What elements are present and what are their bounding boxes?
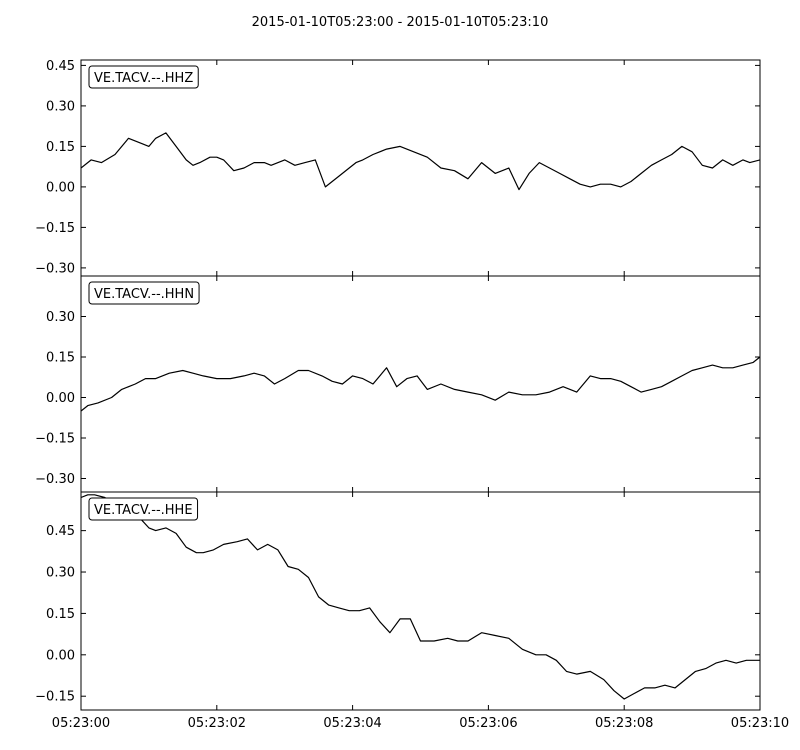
x-tick-label: 05:23:00	[52, 716, 110, 731]
x-tick-label: 05:23:02	[188, 716, 246, 731]
y-tick-label: 0.30	[46, 99, 75, 114]
trace-label: VE.TACV.--.HHE	[88, 497, 199, 521]
trace-line	[81, 132, 760, 191]
trace-label: VE.TACV.--.HHN	[88, 281, 200, 305]
panel-frame	[80, 59, 761, 277]
y-tick-label: −0.15	[35, 690, 75, 705]
trace-line	[81, 494, 760, 700]
trace-label-box	[88, 281, 200, 305]
trace-label-text: VE.TACV.--.HHE	[94, 503, 193, 518]
trace-panel-2: 0.30 0.15 0.00 −0.15 −0.30 VE.TACV.--.HHN	[35, 275, 761, 493]
y-tick-label: 0.15	[46, 351, 75, 366]
y-tick-label: 0.30	[46, 310, 75, 325]
time-axis: 05:23:00 05:23:02 05:23:04 05:23:06 05:23:08…	[52, 716, 789, 731]
y-tick-label: −0.15	[35, 432, 75, 447]
trace-line	[81, 356, 760, 412]
y-tick-label: 0.30	[46, 566, 75, 581]
trace-label: VE.TACV.--.HHZ	[88, 65, 199, 89]
y-tick-label: 0.45	[46, 59, 75, 74]
x-tick-label: 05:23:06	[459, 716, 517, 731]
y-tick-label: 0.45	[46, 524, 75, 539]
x-tick-label: 05:23:08	[595, 716, 653, 731]
trace-label-box	[88, 497, 199, 521]
x-tick-label: 05:23:04	[323, 716, 381, 731]
y-tick-label: 0.00	[46, 648, 75, 663]
trace-label-box	[88, 65, 199, 89]
y-tick-label: 0.00	[46, 391, 75, 406]
trace-label-text: VE.TACV.--.HHZ	[94, 71, 193, 86]
trace-panel-3: 0.45 0.30 0.15 0.00 −0.15 VE.TACV.--.HHE	[35, 491, 761, 711]
y-tick-label: 0.15	[46, 607, 75, 622]
y-tick-label: −0.15	[35, 221, 75, 236]
trace-label-text: VE.TACV.--.HHN	[94, 287, 194, 302]
figure-title: 2015-01-10T05:23:00 - 2015-01-10T05:23:1…	[252, 15, 549, 30]
x-tick-label: 05:23:10	[731, 716, 789, 731]
trace-panels: 0.45 0.30 0.15 0.00 −0.15 −0.30 VE.TACV.--.HHZ…	[35, 59, 761, 711]
panel-frame	[80, 491, 761, 711]
y-tick-label: −0.30	[35, 261, 75, 276]
trace-panel-1: 0.45 0.30 0.15 0.00 −0.15 −0.30 VE.TACV.--.HHZ	[35, 59, 761, 277]
y-tick-label: −0.30	[35, 472, 75, 487]
y-tick-label: 0.00	[46, 180, 75, 195]
y-tick-label: 0.15	[46, 140, 75, 155]
panel-frame	[80, 275, 761, 493]
